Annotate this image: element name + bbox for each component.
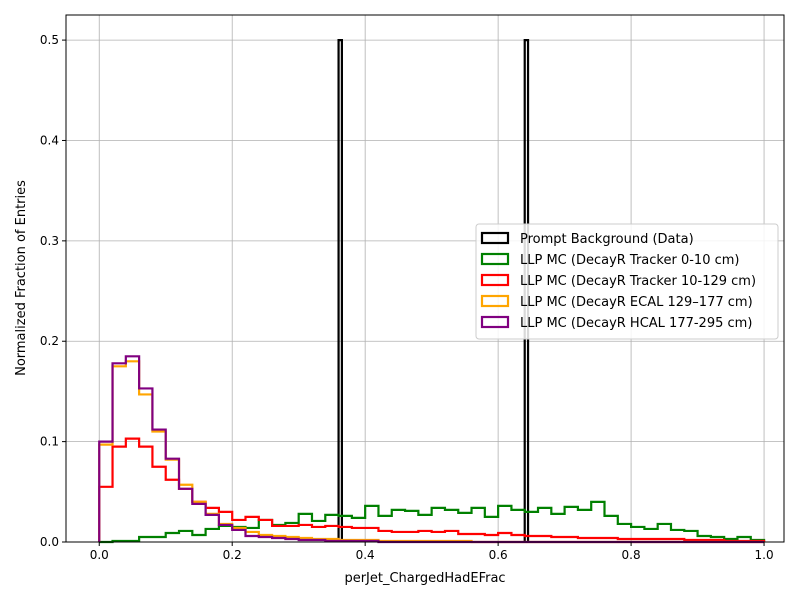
x-tick-label: 0.4 xyxy=(356,548,375,562)
y-tick-label: 0.1 xyxy=(40,435,59,449)
y-tick-label: 0.0 xyxy=(40,535,59,549)
y-tick-label: 0.2 xyxy=(40,334,59,348)
legend-label: LLP MC (DecayR ECAL 129–177 cm) xyxy=(520,295,753,310)
legend: Prompt Background (Data) LLP MC (DecayR T… xyxy=(475,223,779,340)
x-tick-label: 0.8 xyxy=(622,548,641,562)
legend-box xyxy=(475,223,779,340)
legend-swatch xyxy=(480,294,510,308)
plot-frame xyxy=(65,14,785,543)
y-tick-label: 0.3 xyxy=(40,234,59,248)
legend-swatch xyxy=(480,252,510,266)
histogram-bin xyxy=(337,38,343,542)
legend-label: LLP MC (DecayR Tracker 0-10 cm) xyxy=(520,253,739,268)
legend-label: LLP MC (DecayR HCAL 177-295 cm) xyxy=(520,316,752,331)
legend-swatch xyxy=(480,315,510,329)
y-axis-ticks: 0.0 0.1 0.2 0.3 0.4 0.5 xyxy=(40,33,66,549)
legend-label: Prompt Background (Data) xyxy=(520,232,694,247)
x-tick-label: 0.0 xyxy=(90,548,109,562)
x-axis-label: perJet_ChargedHadEFrac xyxy=(344,571,505,586)
legend-swatch xyxy=(480,273,510,287)
y-tick-label: 0.5 xyxy=(40,33,59,47)
legend-label: LLP MC (DecayR Tracker 10-129 cm) xyxy=(520,274,756,289)
y-tick-label: 0.4 xyxy=(40,133,59,147)
y-axis-label: Normalized Fraction of Entries xyxy=(14,180,29,376)
legend-swatch xyxy=(480,231,510,245)
x-axis-ticks: 0.0 0.2 0.4 0.6 0.8 1.0 xyxy=(90,542,774,562)
x-tick-label: 0.2 xyxy=(223,548,242,562)
x-tick-label: 0.6 xyxy=(489,548,508,562)
x-tick-label: 1.0 xyxy=(755,548,774,562)
